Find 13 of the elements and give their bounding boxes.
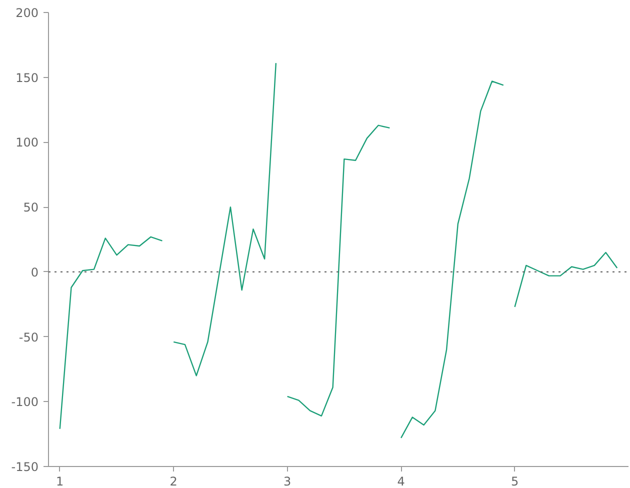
y-tick-label: -150 — [11, 460, 38, 474]
y-tick-label: 0 — [30, 265, 39, 280]
y-tick-label: 100 — [16, 136, 38, 150]
y-tick-label: -50 — [18, 330, 39, 344]
y-tick-label: -100 — [11, 395, 38, 410]
y-tick-label: 50 — [23, 200, 39, 215]
x-tick-label: 3 — [284, 474, 292, 488]
x-tick-label: 1 — [56, 474, 64, 488]
y-tick-label: 150 — [16, 70, 38, 85]
x-tick-label: 5 — [510, 474, 519, 488]
y-tick-label: 200 — [16, 6, 38, 20]
x-tick-label: 4 — [397, 474, 405, 488]
x-tick-label: 2 — [170, 474, 178, 488]
